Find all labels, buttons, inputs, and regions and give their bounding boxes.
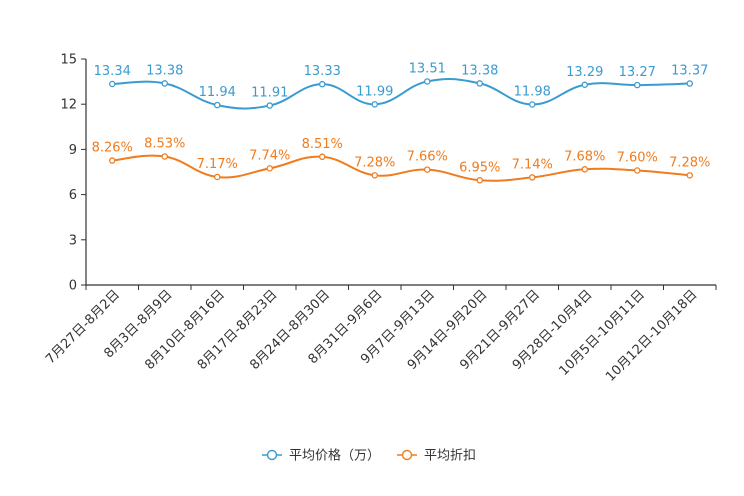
data-label: 6.95% — [459, 160, 500, 175]
data-point[interactable] — [581, 81, 589, 89]
data-label: 7.68% — [564, 149, 605, 164]
data-label: 13.34 — [94, 64, 131, 79]
y-tick-label: 6 — [69, 188, 77, 203]
data-label: 7.66% — [407, 150, 448, 165]
legend[interactable]: 平均价格（万） 平均折扣 — [262, 448, 476, 464]
data-point[interactable] — [109, 80, 116, 88]
y-tick-label: 12 — [60, 98, 77, 113]
data-label: 11.99 — [356, 84, 393, 99]
legend-label: 平均折扣 — [424, 449, 476, 464]
data-label: 8.26% — [92, 141, 133, 156]
data-point[interactable] — [529, 174, 536, 181]
data-point[interactable] — [423, 78, 431, 85]
data-point[interactable] — [109, 157, 116, 164]
legend-marker-icon — [401, 449, 413, 461]
data-label: 7.14% — [512, 157, 553, 172]
data-label: 13.37 — [671, 64, 708, 79]
data-label: 7.28% — [669, 155, 710, 170]
data-point[interactable] — [161, 80, 168, 87]
data-point[interactable] — [266, 102, 273, 109]
series-2: 8.26% 8.53% 7.17% 7.74% 8.51% 7.28% 7.66% 6.95%… — [92, 136, 710, 184]
y-tick-label: 0 — [69, 279, 77, 294]
x-tick-label: 10月12日-10月18日 — [603, 287, 700, 384]
legend-label: 平均价格（万） — [289, 448, 380, 464]
data-label: 13.51 — [409, 61, 446, 76]
data-label: 13.29 — [566, 65, 603, 80]
data-label: 11.94 — [199, 85, 236, 100]
y-tick-label: 3 — [69, 233, 77, 248]
data-point[interactable] — [161, 153, 168, 160]
series-line — [112, 154, 690, 182]
series-1: 13.34 13.38 11.94 11.91 13.33 11.99 13.51 13.38… — [94, 61, 708, 110]
data-label: 7.60% — [617, 150, 658, 165]
data-point[interactable] — [529, 101, 536, 108]
legend-item-1[interactable]: 平均价格（万） — [262, 448, 380, 464]
legend-marker-icon — [266, 449, 278, 461]
chart-axes: 036912157月27日-8月2日8月3日-8月9日8月10日-8月16日8月… — [43, 53, 717, 385]
data-label: 13.38 — [461, 63, 498, 78]
data-point[interactable] — [318, 153, 326, 161]
series-line — [112, 78, 690, 110]
data-point[interactable] — [213, 173, 221, 181]
data-point[interactable] — [476, 80, 483, 87]
legend-item-2[interactable]: 平均折扣 — [397, 449, 476, 464]
data-label: 7.28% — [354, 155, 395, 170]
data-label: 13.27 — [619, 65, 656, 80]
series-layer: 13.34 13.38 11.94 11.91 13.33 11.99 13.51 13.38… — [92, 61, 710, 184]
data-label: 7.17% — [197, 157, 238, 172]
data-point[interactable] — [371, 172, 378, 179]
data-point[interactable] — [266, 165, 273, 172]
data-label: 13.38 — [146, 63, 183, 78]
data-label: 11.91 — [251, 86, 288, 101]
data-label: 13.33 — [304, 64, 341, 79]
data-label: 8.53% — [144, 136, 185, 151]
data-point[interactable] — [371, 101, 378, 108]
data-label: 8.51% — [302, 137, 343, 152]
data-point[interactable] — [634, 81, 641, 89]
data-point[interactable] — [476, 177, 483, 184]
data-point[interactable] — [318, 80, 326, 88]
y-tick-label: 15 — [60, 53, 77, 68]
data-point[interactable] — [686, 80, 694, 87]
data-label: 11.98 — [514, 85, 551, 100]
data-label: 7.74% — [249, 148, 290, 163]
y-tick-label: 9 — [69, 143, 77, 158]
data-point[interactable] — [581, 166, 589, 173]
data-point[interactable] — [686, 172, 694, 179]
data-point[interactable] — [213, 101, 221, 109]
data-point[interactable] — [423, 166, 431, 173]
data-point[interactable] — [634, 167, 641, 174]
